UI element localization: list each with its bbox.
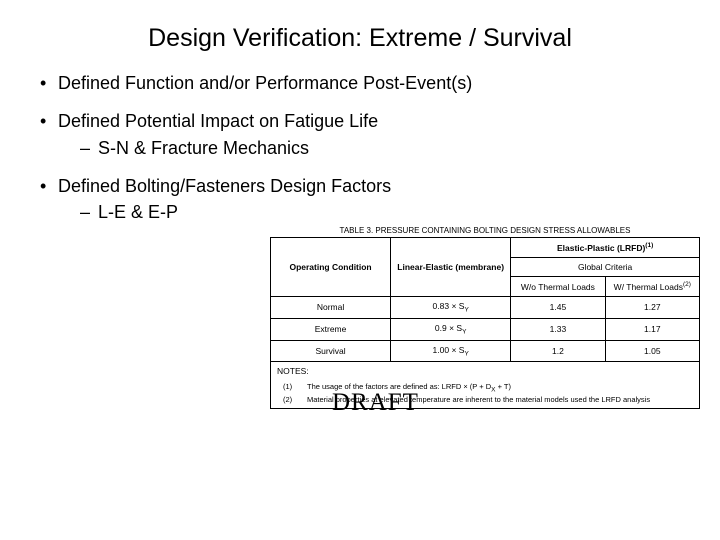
cell-w: 1.27: [605, 297, 699, 319]
cell-le: 0.9 × SY: [391, 318, 511, 340]
note-2-text: Material properties at elevated temperat…: [307, 395, 693, 404]
bullet-3: Defined Bolting/Fasteners Design Factors…: [40, 174, 680, 225]
page-title: Design Verification: Extreme / Survival: [40, 24, 680, 53]
stress-allowables-table: Operating Condition Linear-Elastic (memb…: [270, 237, 700, 409]
cell-cond: Extreme: [271, 318, 391, 340]
hdr-global: Global Criteria: [511, 258, 700, 277]
bullet-list: Defined Function and/or Performance Post…: [40, 71, 680, 224]
notes-row: NOTES: (1) The usage of the factors are …: [271, 362, 700, 409]
header-row-1: Operating Condition Linear-Elastic (memb…: [271, 238, 700, 258]
bullet-2: Defined Potential Impact on Fatigue Life…: [40, 109, 680, 160]
table-wrapper: Operating Condition Linear-Elastic (memb…: [270, 237, 700, 409]
hdr-wo: W/o Thermal Loads: [511, 277, 605, 297]
note-1-tail: + T): [495, 382, 511, 391]
le-sub: Y: [464, 350, 468, 357]
bullet-2a: S-N & Fracture Mechanics: [80, 136, 680, 160]
hdr-ep-text: Elastic-Plastic (LRFD): [557, 243, 645, 253]
notes-cell: NOTES: (1) The usage of the factors are …: [271, 362, 700, 409]
bullet-1: Defined Function and/or Performance Post…: [40, 71, 680, 95]
bullet-2-text: Defined Potential Impact on Fatigue Life: [58, 111, 378, 131]
cell-le: 1.00 × SY: [391, 340, 511, 362]
le-sub: Y: [464, 307, 468, 314]
bullet-3-text: Defined Bolting/Fasteners Design Factors: [58, 176, 391, 196]
note-1-num: (1): [277, 382, 307, 395]
cell-w: 1.05: [605, 340, 699, 362]
note-2-num: (2): [277, 395, 307, 404]
note-1-text: The usage of the factors are defined as:…: [307, 382, 693, 395]
table-caption: TABLE 3. PRESSURE CONTAINING BOLTING DES…: [270, 226, 700, 235]
hdr-w-sup: (2): [683, 281, 691, 288]
le-coeff: 1.00: [433, 345, 450, 355]
note-1: (1) The usage of the factors are defined…: [277, 382, 693, 395]
cell-wo: 1.2: [511, 340, 605, 362]
table-row: Extreme 0.9 × SY 1.33 1.17: [271, 318, 700, 340]
note-2: (2) Material properties at elevated temp…: [277, 395, 693, 404]
hdr-w: W/ Thermal Loads(2): [605, 277, 699, 297]
slide: Design Verification: Extreme / Survival …: [0, 0, 720, 540]
le-coeff: 0.83: [433, 301, 450, 311]
hdr-le: Linear-Elastic (membrane): [391, 238, 511, 297]
hdr-opcond: Operating Condition: [271, 238, 391, 297]
note-1-main: The usage of the factors are defined as:…: [307, 382, 491, 391]
le-sub: Y: [462, 329, 466, 336]
cell-wo: 1.45: [511, 297, 605, 319]
cell-cond: Survival: [271, 340, 391, 362]
hdr-ep: Elastic-Plastic (LRFD)(1): [511, 238, 700, 258]
hdr-ep-sup: (1): [645, 242, 653, 249]
le-coeff: 0.9: [435, 323, 447, 333]
cell-w: 1.17: [605, 318, 699, 340]
bullet-3a: L-E & E-P: [80, 200, 680, 224]
cell-le: 0.83 × SY: [391, 297, 511, 319]
cell-cond: Normal: [271, 297, 391, 319]
table-row: Survival 1.00 × SY 1.2 1.05: [271, 340, 700, 362]
hdr-w-text: W/ Thermal Loads: [614, 282, 683, 292]
notes-title: NOTES:: [277, 366, 693, 376]
cell-wo: 1.33: [511, 318, 605, 340]
table-row: Normal 0.83 × SY 1.45 1.27: [271, 297, 700, 319]
